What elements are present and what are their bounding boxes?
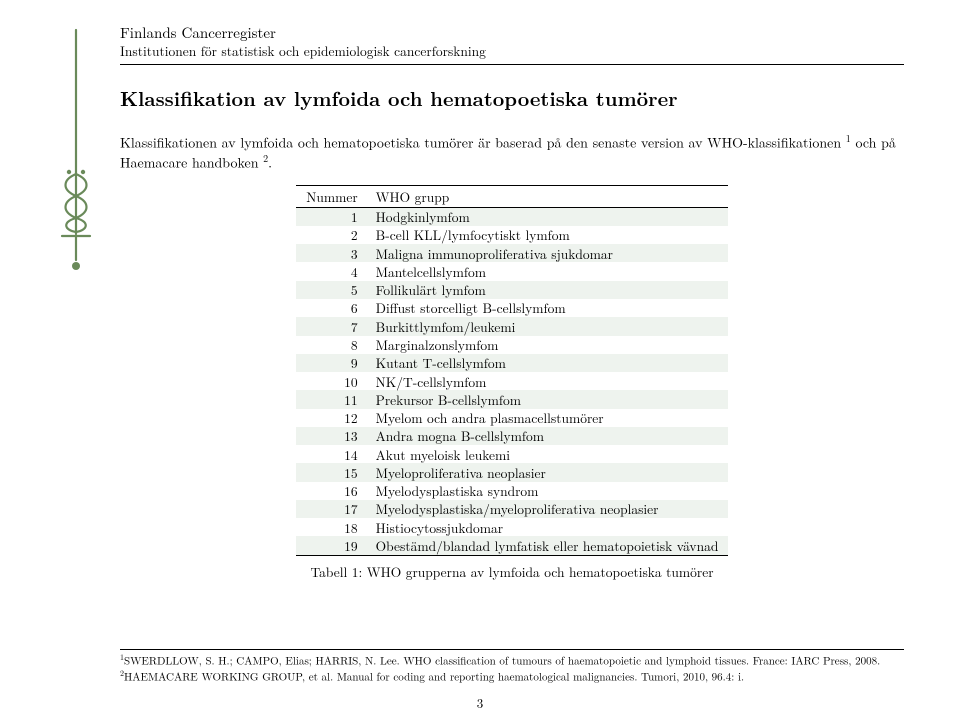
- table-header-row: Nummer WHO grupp: [296, 185, 729, 207]
- col-header-number: Nummer: [296, 185, 370, 207]
- cell-group: Burkittlymfom/leukemi: [370, 317, 729, 335]
- cell-number: 13: [296, 427, 370, 445]
- table-row: 15Myeloproliferativa neoplasier: [296, 463, 729, 481]
- table-row: 17Myelodysplastiska/myeloproliferativa n…: [296, 500, 729, 518]
- cell-number: 19: [296, 536, 370, 555]
- cell-group: Follikulärt lymfom: [370, 281, 729, 299]
- table-row: 14Akut myeloisk leukemi: [296, 445, 729, 463]
- cell-group: Hodgkinlymfom: [370, 207, 729, 226]
- cell-group: Andra mogna B-cellslymfom: [370, 427, 729, 445]
- footnote-1-text: SWERDLLOW, S. H.; CAMPO, Elias; HARRIS, …: [124, 654, 880, 669]
- page-title: Klassifikation av lymfoida och hematopoe…: [120, 83, 904, 112]
- table-row: 7Burkittlymfom/leukemi: [296, 317, 729, 335]
- sword-caduceus-icon: [54, 24, 98, 284]
- footnote-2-text: HAEMACARE WORKING GROUP, et al. Manual f…: [124, 669, 744, 684]
- table-row: 8Marginalzonslymfom: [296, 336, 729, 354]
- cell-group: Myeloproliferativa neoplasier: [370, 463, 729, 481]
- table-row: 2B-cell KLL/lymfocytiskt lymfom: [296, 226, 729, 244]
- cell-group: Marginalzonslymfom: [370, 336, 729, 354]
- cell-number: 18: [296, 518, 370, 536]
- table-row: 11Prekursor B-cellslymfom: [296, 390, 729, 408]
- col-header-group: WHO grupp: [370, 185, 729, 207]
- table-row: 4Mantelcellslymfom: [296, 262, 729, 280]
- cell-group: Myelodysplastiska syndrom: [370, 482, 729, 500]
- cell-number: 14: [296, 445, 370, 463]
- cell-number: 1: [296, 207, 370, 226]
- cell-group: Kutant T-cellslymfom: [370, 354, 729, 372]
- table-row: 6Diffust storcelligt B-cellslymfom: [296, 299, 729, 317]
- table-row: 12Myelom och andra plasmacellstumörer: [296, 409, 729, 427]
- cell-number: 9: [296, 354, 370, 372]
- cell-number: 7: [296, 317, 370, 335]
- table-body: 1Hodgkinlymfom2B-cell KLL/lymfocytiskt l…: [296, 207, 729, 555]
- logo-column: [54, 24, 98, 289]
- table-row: 9Kutant T-cellslymfom: [296, 354, 729, 372]
- table-row: 18Histiocytossjukdomar: [296, 518, 729, 536]
- cell-group: B-cell KLL/lymfocytiskt lymfom: [370, 226, 729, 244]
- cell-number: 8: [296, 336, 370, 354]
- cell-group: Akut myeloisk leukemi: [370, 445, 729, 463]
- footnote-2: 2HAEMACARE WORKING GROUP, et al. Manual …: [120, 669, 904, 684]
- table-row: 5Follikulärt lymfom: [296, 281, 729, 299]
- table-row: 10NK/T-cellslymfom: [296, 372, 729, 390]
- cell-number: 4: [296, 262, 370, 280]
- cell-group: Mantelcellslymfom: [370, 262, 729, 280]
- cell-number: 15: [296, 463, 370, 481]
- footnotes-block: 1SWERDLLOW, S. H.; CAMPO, Elias; HARRIS,…: [120, 649, 904, 684]
- cell-number: 2: [296, 226, 370, 244]
- cell-number: 12: [296, 409, 370, 427]
- cell-number: 17: [296, 500, 370, 518]
- intro-text-3: .: [268, 153, 272, 173]
- cell-group: Myelom och andra plasmacellstumörer: [370, 409, 729, 427]
- table-row: 13Andra mogna B-cellslymfom: [296, 427, 729, 445]
- who-groups-table: Nummer WHO grupp 1Hodgkinlymfom2B-cell K…: [296, 185, 729, 556]
- intro-text-1: Klassifikationen av lymfoida och hematop…: [120, 132, 846, 152]
- cell-group: Obestämd/blandad lymfatisk eller hematop…: [370, 536, 729, 555]
- header-block: Finlands Cancerregister Institutionen fö…: [120, 24, 904, 65]
- page-number: 3: [0, 693, 960, 712]
- cell-number: 10: [296, 372, 370, 390]
- table-row: 3Maligna immunoproliferativa sjukdomar: [296, 244, 729, 262]
- cell-group: NK/T-cellslymfom: [370, 372, 729, 390]
- cell-number: 11: [296, 390, 370, 408]
- cell-group: Maligna immunoproliferativa sjukdomar: [370, 244, 729, 262]
- cell-group: Diffust storcelligt B-cellslymfom: [370, 299, 729, 317]
- page: Finlands Cancerregister Institutionen fö…: [0, 0, 960, 726]
- cell-number: 6: [296, 299, 370, 317]
- header-institution: Institutionen för statistisk och epidemi…: [120, 42, 904, 60]
- footnote-1: 1SWERDLLOW, S. H.; CAMPO, Elias; HARRIS,…: [120, 653, 904, 668]
- table-row: 19Obestämd/blandad lymfatisk eller hemat…: [296, 536, 729, 555]
- header-organization: Finlands Cancerregister: [120, 24, 904, 42]
- table-row: 16Myelodysplastiska syndrom: [296, 482, 729, 500]
- cell-group: Prekursor B-cellslymfom: [370, 390, 729, 408]
- table-row: 1Hodgkinlymfom: [296, 207, 729, 226]
- table-caption: Tabell 1: WHO grupperna av lymfoida och …: [120, 562, 904, 581]
- cell-number: 5: [296, 281, 370, 299]
- cell-group: Myelodysplastiska/myeloproliferativa neo…: [370, 500, 729, 518]
- cell-group: Histiocytossjukdomar: [370, 518, 729, 536]
- intro-paragraph: Klassifikationen av lymfoida och hematop…: [120, 132, 904, 173]
- cell-number: 3: [296, 244, 370, 262]
- cell-number: 16: [296, 482, 370, 500]
